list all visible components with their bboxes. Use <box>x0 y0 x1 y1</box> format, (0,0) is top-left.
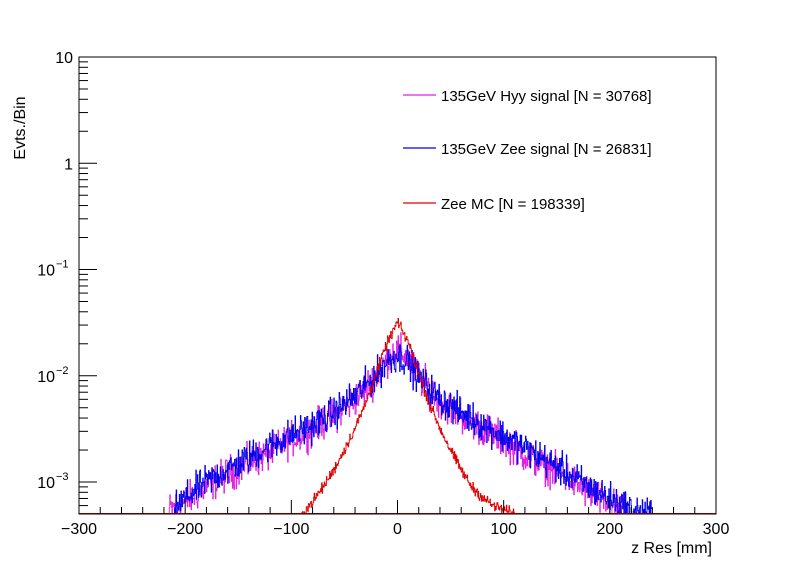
x-tick-label: 200 <box>596 521 623 538</box>
y-tick-label: 10 <box>37 475 55 492</box>
legend-label: 135GeV Zee signal [N = 26831] <box>441 141 652 158</box>
legend-label: Zee MC [N = 198339] <box>441 196 585 213</box>
x-tick-label: 0 <box>393 521 402 538</box>
x-tick-label: −200 <box>167 521 203 538</box>
y-tick-label: 1 <box>64 156 73 173</box>
legend: 135GeV Hyy signal [N = 30768] 135GeV Zee … <box>403 88 652 213</box>
series-line <box>79 344 716 515</box>
y-tick-exponent: −1 <box>56 259 69 271</box>
y-tick-exponent: −3 <box>56 471 69 483</box>
y-tick-exponent: −2 <box>56 365 69 377</box>
series-line <box>79 332 716 515</box>
x-tick-label: 300 <box>703 521 730 538</box>
x-tick-label: 100 <box>490 521 517 538</box>
legend-label: 135GeV Hyy signal [N = 30768] <box>441 88 652 105</box>
y-tick-label: 10 <box>55 50 73 67</box>
y-tick-label: 10 <box>37 369 55 386</box>
y-axis-label: Evts./Bin <box>12 96 29 159</box>
x-axis-label: z Res [mm] <box>631 540 712 557</box>
x-tick-label: −300 <box>61 521 97 538</box>
y-tick-label: 10 <box>37 263 55 280</box>
x-tick-label: −100 <box>273 521 309 538</box>
